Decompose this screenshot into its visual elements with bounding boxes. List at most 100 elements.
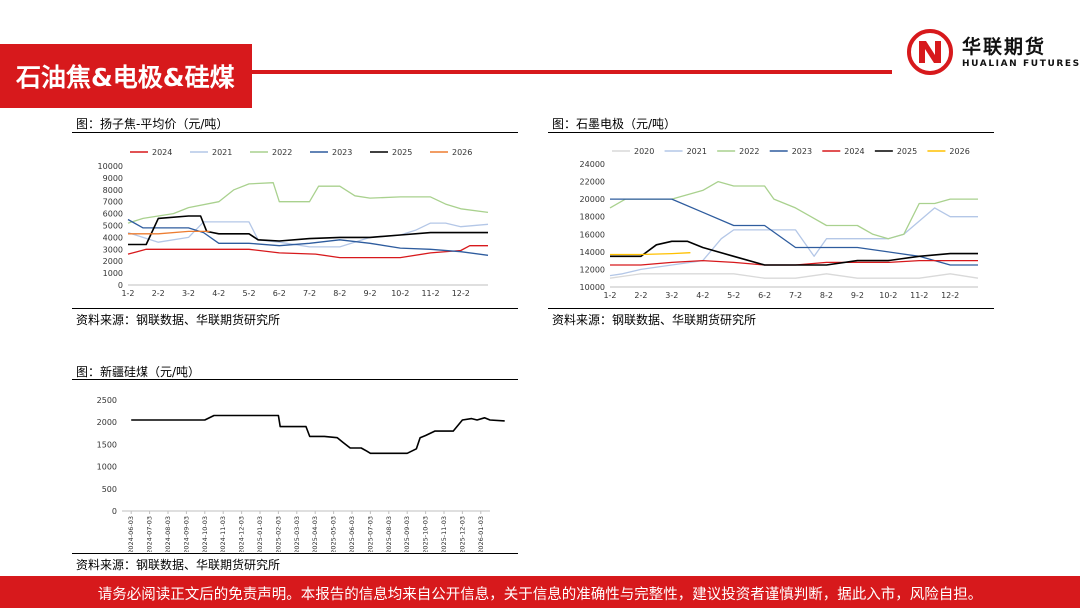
chart2-xtick-label: 2-2 — [634, 291, 647, 300]
chart3-xtick-label: 2025-01-03 — [256, 516, 264, 552]
chart2-ytick-label: 14000 — [580, 248, 605, 257]
brand-name-cn: 华联期货 — [962, 36, 1047, 58]
chart3-xtick-label: 2024-08-03 — [164, 516, 172, 552]
chart2-xtick-label: 12-2 — [941, 291, 959, 300]
chart1-ytick-label: 9000 — [103, 174, 123, 183]
chart3-ytick-label: 0 — [112, 507, 117, 516]
chart3-xtick-label: 2025-05-03 — [330, 516, 338, 552]
chart2-xtick-label: 7-2 — [789, 291, 802, 300]
chart1-xtick-label: 1-2 — [121, 289, 134, 298]
chart2-legend-label: 2021 — [687, 147, 707, 156]
chart3-source: 资料来源：钢联数据、华联期货研究所 — [76, 558, 281, 572]
chart3-xtick-label: 2025-12-03 — [458, 516, 466, 552]
chart3-xtick-label: 2025-11-03 — [440, 516, 448, 552]
chart1-legend-label: 2021 — [212, 148, 232, 157]
chart2-bottom-rule — [548, 308, 994, 309]
chart1-xtick-label: 4-2 — [212, 289, 225, 298]
chart2-series-2020 — [609, 273, 979, 279]
chart2-ytick-label: 16000 — [580, 230, 605, 239]
chart3-xtick-label: 2025-08-03 — [385, 516, 393, 552]
title-rule — [252, 70, 892, 74]
chart3-xtick-label: 2025-09-03 — [403, 516, 411, 552]
chart3-xtick-label: 2024-09-03 — [182, 516, 190, 552]
chart1-xtick-label: 12-2 — [452, 289, 470, 298]
chart1-title-rule — [72, 132, 518, 133]
chart1-legend-label: 2024 — [152, 148, 172, 157]
chart3-xtick-label: 2024-06-03 — [127, 516, 135, 552]
chart3-xtick-label: 2025-04-03 — [311, 516, 319, 552]
brand-name-en: HUALIAN FUTURES — [962, 59, 1080, 69]
chart3-ytick-label: 1000 — [97, 463, 117, 472]
chart2-legend-label: 2020 — [634, 147, 654, 156]
chart1-xtick-label: 2-2 — [152, 289, 165, 298]
chart2-series-2021 — [609, 207, 978, 277]
chart2-ytick-label: 22000 — [580, 178, 605, 187]
chart2-series-2026 — [610, 252, 691, 256]
disclaimer-text: 请务必阅读正文后的免责声明。本报告的信息均来自公开信息，关于信息的准确性与完整性… — [97, 587, 983, 603]
chart3-xtick-label: 2025-10-03 — [422, 516, 430, 552]
chart1-ytick-label: 3000 — [103, 245, 123, 254]
chart3-ytick-label: 1500 — [97, 440, 117, 449]
chart2-xtick-label: 10-2 — [879, 291, 897, 300]
chart3-xtick-label: 2026-01-03 — [477, 516, 485, 552]
chart2-legend-label: 2025 — [897, 147, 917, 156]
chart3-title: 图：新疆硅煤（元/吨） — [76, 365, 201, 379]
chart2-source: 资料来源：钢联数据、华联期货研究所 — [552, 313, 757, 327]
chart2-ytick-label: 24000 — [580, 160, 605, 169]
brand-logo-icon — [907, 29, 953, 75]
chart2-ytick-label: 20000 — [580, 195, 605, 204]
chart3-xtick-label: 2024-11-03 — [219, 516, 227, 552]
chart2-series-2022 — [609, 180, 978, 240]
chart3-xtick-label: 2025-02-03 — [274, 516, 282, 552]
chart3-xinjiang-silicon-coal-price: 0 500 1000 1500 2000 2500 2024-06-03 2024-07-03… — [97, 396, 505, 552]
chart1-bottom-rule — [72, 308, 518, 309]
section-title: 石油焦&电极&硅煤 — [16, 63, 235, 92]
chart3-bottom-rule — [72, 553, 518, 554]
chart2-xtick-label: 1-2 — [603, 291, 616, 300]
chart3-xtick-label: 2024-07-03 — [146, 516, 154, 552]
chart2-xtick-label: 4-2 — [696, 291, 709, 300]
chart3-xtick-label: 2025-06-03 — [348, 516, 356, 552]
chart2-series-2023 — [610, 198, 978, 266]
chart3-ytick-label: 500 — [102, 485, 117, 494]
chart1-xtick-label: 11-2 — [421, 289, 439, 298]
chart1-yangzi-coke-price: 0 1000 2000 3000 4000 5000 6000 7000 8000 9000 100… — [98, 148, 489, 298]
chart3-xtick-label: 2025-07-03 — [366, 516, 374, 552]
chart3-xtick-label: 2025-03-03 — [293, 516, 301, 552]
chart1-ytick-label: 4000 — [103, 233, 123, 242]
chart2-ytick-label: 12000 — [580, 265, 605, 274]
chart2-legend-label: 2026 — [949, 147, 969, 156]
chart3-series-line — [131, 414, 505, 455]
chart1-ytick-label: 0 — [118, 281, 123, 290]
chart2-legend-label: 2023 — [792, 147, 812, 156]
chart1-xtick-label: 8-2 — [333, 289, 346, 298]
chart2-ytick-label: 10000 — [580, 283, 605, 292]
chart3-xtick-label: 2024-12-03 — [238, 516, 246, 552]
chart2-ytick-label: 18000 — [580, 213, 605, 222]
chart1-ytick-label: 1000 — [103, 269, 123, 278]
chart2-title-rule — [548, 132, 994, 133]
chart1-xtick-label: 5-2 — [242, 289, 255, 298]
chart1-ytick-label: 2000 — [103, 257, 123, 266]
chart1-ytick-label: 8000 — [103, 186, 123, 195]
chart1-legend-label: 2023 — [332, 148, 352, 157]
section-title-banner: 石油焦&电极&硅煤 — [0, 44, 252, 108]
chart1-title: 图：扬子焦-平均价（元/吨） — [76, 117, 229, 131]
chart1-ytick-label: 6000 — [103, 210, 123, 219]
chart1-series-2024 — [127, 245, 488, 259]
chart3-ytick-label: 2000 — [97, 418, 117, 427]
chart1-xtick-label: 10-2 — [391, 289, 409, 298]
chart1-series-2025 — [128, 215, 488, 246]
chart1-series-2022 — [127, 182, 489, 224]
chart2-xtick-label: 8-2 — [820, 291, 833, 300]
chart2-xtick-label: 6-2 — [758, 291, 771, 300]
chart1-series-2026 — [128, 230, 210, 235]
chart1-xtick-label: 9-2 — [363, 289, 376, 298]
chart2-series-2025 — [610, 240, 978, 266]
chart2-xtick-label: 9-2 — [851, 291, 864, 300]
disclaimer-bar: 请务必阅读正文后的免责声明。本报告的信息均来自公开信息，关于信息的准确性与完整性… — [0, 576, 1080, 608]
chart2-xtick-label: 3-2 — [665, 291, 678, 300]
chart1-xtick-label: 3-2 — [182, 289, 195, 298]
chart2-title: 图：石墨电极（元/吨） — [552, 117, 677, 131]
chart1-xtick-label: 6-2 — [273, 289, 286, 298]
